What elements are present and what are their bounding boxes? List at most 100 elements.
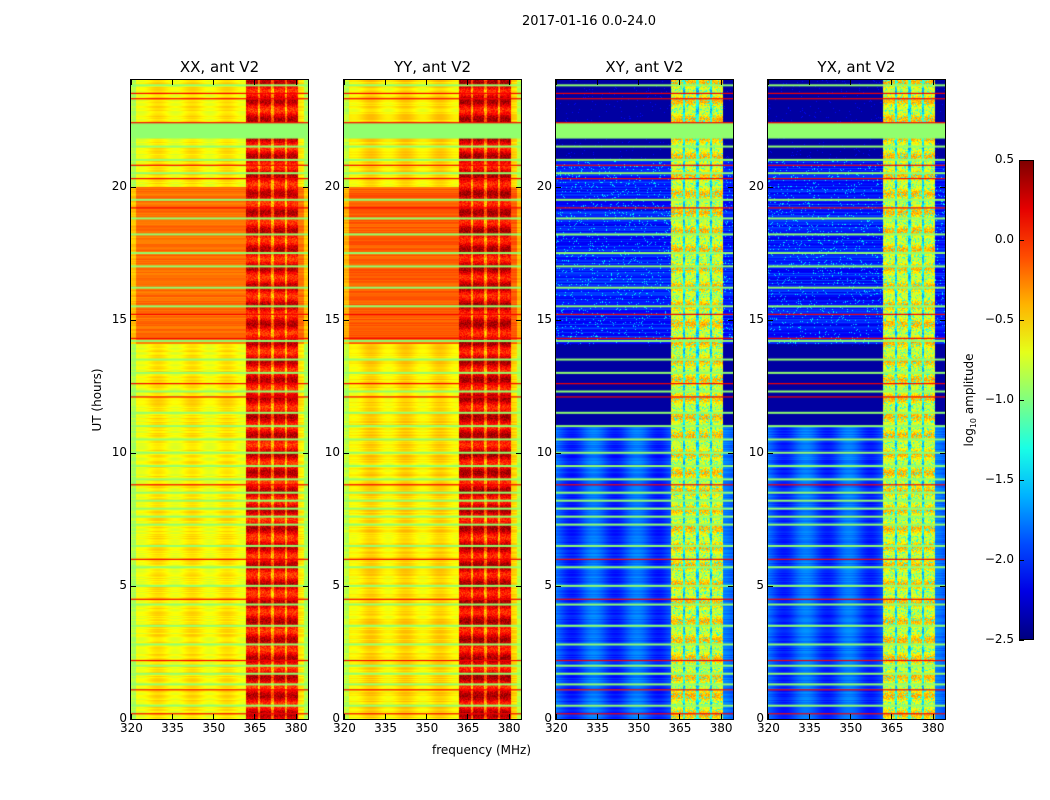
panel-yx: YX, ant V2 320 335 350 365 380 0 5 10 15 20 — [749, 58, 946, 735]
x-tick — [172, 714, 174, 719]
x-tick — [850, 80, 852, 85]
y-tick-label: 0 — [544, 711, 552, 725]
x-tick-label: 320 — [545, 721, 568, 735]
x-tick-label: 365 — [243, 721, 267, 735]
x-tick — [932, 80, 934, 85]
y-tick — [768, 452, 773, 454]
x-tick — [556, 714, 557, 719]
y-tick — [940, 452, 945, 454]
y-tick-label: 10 — [324, 444, 340, 459]
x-tick — [508, 714, 510, 719]
x-tick — [768, 714, 769, 719]
y-tick — [556, 452, 561, 454]
colorbar-tick — [1019, 640, 1024, 641]
x-tick — [131, 714, 132, 719]
y-tick-label: 10 — [536, 444, 552, 459]
colorbar-label: log10 amplitude — [961, 353, 979, 447]
heatmap-yy — [344, 80, 521, 719]
y-tick — [516, 452, 521, 454]
y-tick-label: 0 — [756, 711, 764, 725]
x-tick — [344, 80, 345, 85]
x-tick — [295, 714, 297, 719]
y-tick — [131, 319, 136, 321]
y-tick-label: 20 — [324, 178, 340, 193]
x-tick-label: 335 — [374, 721, 398, 735]
y-tick — [728, 452, 733, 454]
panel-xx: XX, ant V2 320 335 350 365 380 0 5 10 15 20 — [112, 58, 309, 735]
x-tick — [809, 80, 811, 85]
y-tick — [344, 319, 349, 321]
x-tick — [508, 80, 510, 85]
y-tick — [131, 585, 136, 587]
colorbar-tick — [1019, 560, 1024, 561]
y-tick-label: 15 — [536, 311, 552, 326]
y-tick — [556, 585, 561, 587]
y-tick — [556, 719, 561, 720]
y-tick — [131, 186, 136, 188]
x-tick-label: 380 — [497, 721, 521, 735]
y-tick — [728, 186, 733, 188]
panel-xy: XY, ant V2 320 335 350 365 380 0 5 10 15 20 — [537, 58, 734, 735]
y-tick-label: 15 — [324, 311, 340, 326]
x-tick-label: 350 — [627, 721, 651, 735]
colorbar-tick — [1019, 400, 1024, 401]
x-tick — [344, 714, 345, 719]
x-tick — [426, 80, 428, 85]
x-tick — [679, 80, 681, 85]
panel-title: XY, ant V2 — [605, 58, 684, 76]
x-tick — [213, 714, 215, 719]
heatmap-xy — [556, 80, 733, 719]
x-tick — [638, 80, 640, 85]
y-tick — [940, 319, 945, 321]
y-tick — [768, 585, 773, 587]
y-tick — [131, 719, 136, 720]
colorbar-tick — [1019, 160, 1024, 161]
colorbar-tick-label: 0.0 — [994, 232, 1014, 246]
x-tick — [385, 714, 387, 719]
panel-yy: YY, ant V2 320 335 350 365 380 0 5 10 15 20 — [325, 58, 522, 735]
y-tick-label: 15 — [111, 311, 127, 326]
x-tick — [891, 714, 893, 719]
y-tick — [516, 319, 521, 321]
y-tick — [344, 452, 349, 454]
y-tick — [344, 186, 349, 188]
x-tick-label: 365 — [456, 721, 480, 735]
x-tick — [426, 714, 428, 719]
y-tick — [940, 719, 945, 720]
y-tick-label: 5 — [756, 577, 764, 592]
y-tick — [344, 719, 349, 720]
y-tick — [303, 585, 308, 587]
x-tick — [768, 80, 769, 85]
y-tick — [516, 719, 521, 720]
panel-title: YY, ant V2 — [393, 58, 471, 76]
figure-title: 2017-01-16 0.0-24.0 — [522, 14, 656, 29]
x-tick — [638, 714, 640, 719]
colorbar-tick-label: −2.0 — [984, 552, 1014, 566]
x-tick — [850, 714, 852, 719]
y-tick — [556, 319, 561, 321]
y-tick — [516, 186, 521, 188]
x-tick-label: 365 — [880, 721, 904, 735]
colorbar-tick — [1019, 480, 1024, 481]
x-tick — [720, 80, 722, 85]
y-tick — [303, 186, 308, 188]
x-tick — [131, 80, 132, 85]
x-tick-label: 320 — [120, 721, 143, 735]
y-tick — [303, 452, 308, 454]
x-tick-label: 320 — [757, 721, 780, 735]
y-tick — [131, 452, 136, 454]
x-tick-label: 380 — [709, 721, 733, 735]
x-tick-label: 335 — [798, 721, 822, 735]
y-tick — [556, 186, 561, 188]
colorbar-tick-label: −0.5 — [984, 312, 1014, 326]
x-tick — [679, 714, 681, 719]
colorbar-tick — [1019, 240, 1024, 241]
x-tick — [213, 80, 215, 85]
y-tick — [940, 585, 945, 587]
colorbar-tick-label: −2.5 — [984, 632, 1014, 646]
y-tick — [940, 186, 945, 188]
y-tick-label: 5 — [332, 577, 340, 592]
y-tick — [728, 719, 733, 720]
x-tick — [932, 714, 934, 719]
y-tick-label: 20 — [536, 178, 552, 193]
